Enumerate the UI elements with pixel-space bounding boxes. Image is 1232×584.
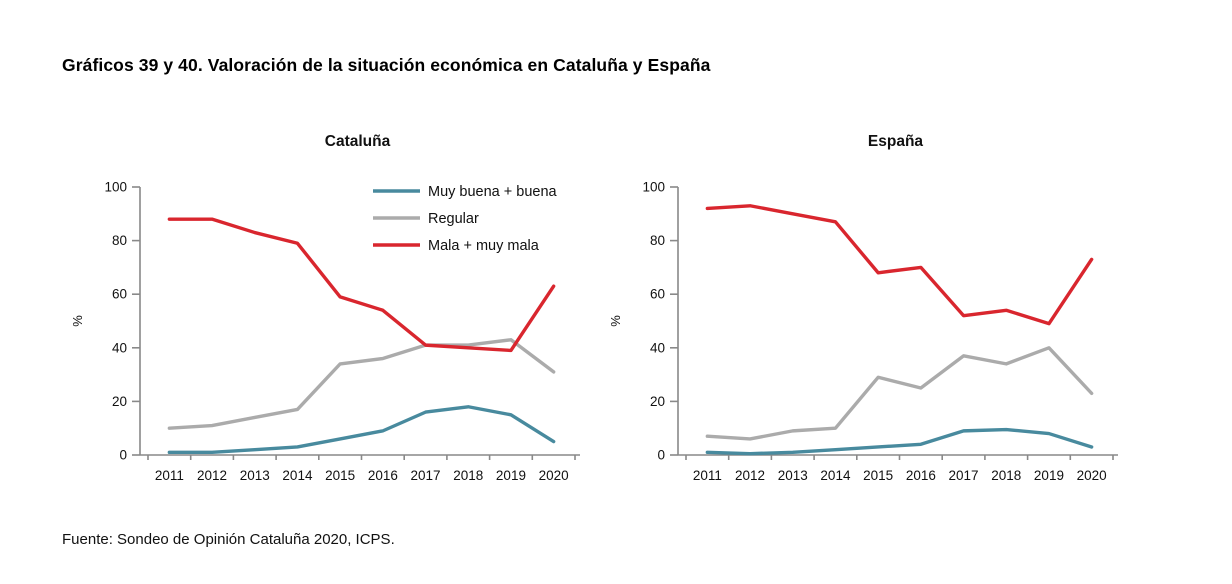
series-line-mala-muy-mala bbox=[167, 217, 556, 353]
legend: Muy buena + buena Regular Mala + muy mala bbox=[373, 184, 558, 254]
source-note: Fuente: Sondeo de Opinión Cataluña 2020,… bbox=[62, 531, 395, 548]
x-tick-label: 2020 bbox=[1077, 468, 1107, 483]
chart-title: España bbox=[868, 133, 924, 150]
chart-title: Cataluña bbox=[325, 133, 391, 150]
y-tick-label: 20 bbox=[112, 394, 127, 409]
x-tick-label: 2012 bbox=[197, 468, 227, 483]
y-tick-label: 80 bbox=[650, 233, 665, 248]
y-tick-label: 60 bbox=[650, 287, 665, 302]
x-tick-label: 2016 bbox=[368, 468, 398, 483]
x-tick-label: 2018 bbox=[991, 468, 1021, 483]
y-tick-label: 40 bbox=[650, 340, 665, 355]
y-tick-label: 0 bbox=[119, 448, 127, 463]
y-axis-title: % bbox=[608, 315, 623, 327]
x-tick-label: 2012 bbox=[735, 468, 765, 483]
y-axis-title: % bbox=[70, 315, 85, 327]
x-tick-label: 2019 bbox=[1034, 468, 1064, 483]
x-tick-label: 2015 bbox=[863, 468, 893, 483]
y-tick-label: 60 bbox=[112, 287, 127, 302]
y-tick-label: 80 bbox=[112, 233, 127, 248]
y-tick-label: 100 bbox=[104, 180, 127, 195]
chart-espana: España% 0 20 40 60 80 100 2011 2012 2013 2014 2015 2… bbox=[598, 120, 1163, 500]
legend-label-regular: Regular bbox=[428, 211, 479, 227]
plot-catalu-a: Cataluña% 0 20 40 60 80 100 2011 2012 2013 2014 201… bbox=[70, 133, 580, 483]
x-tick-label: 2018 bbox=[453, 468, 483, 483]
x-tick-label: 2019 bbox=[496, 468, 526, 483]
y-tick-label: 100 bbox=[642, 180, 665, 195]
x-tick-label: 2013 bbox=[240, 468, 270, 483]
x-tick-label: 2015 bbox=[325, 468, 355, 483]
x-tick-label: 2017 bbox=[949, 468, 979, 483]
plot-espa-a: España% 0 20 40 60 80 100 2011 2012 2013 2014 2015 2… bbox=[608, 133, 1118, 483]
page-title: Gráficos 39 y 40. Valoración de la situa… bbox=[62, 55, 711, 75]
x-tick-label: 2011 bbox=[155, 468, 184, 483]
x-tick-label: 2014 bbox=[282, 468, 313, 483]
chart-cataluna: Cataluña% 0 20 40 60 80 100 2011 2012 2013 2014 201… bbox=[60, 120, 625, 500]
series-line-mala-muy-mala bbox=[705, 204, 1094, 326]
x-tick-label: 2014 bbox=[820, 468, 851, 483]
legend-label-mala-muy-mala: Mala + muy mala bbox=[428, 238, 540, 254]
x-tick-label: 2013 bbox=[778, 468, 808, 483]
x-tick-label: 2020 bbox=[539, 468, 569, 483]
series-line-muy-buena-buena bbox=[705, 427, 1094, 456]
x-tick-label: 2016 bbox=[906, 468, 936, 483]
y-tick-label: 0 bbox=[657, 448, 665, 463]
y-tick-label: 20 bbox=[650, 394, 665, 409]
y-tick-label: 40 bbox=[112, 340, 127, 355]
x-tick-label: 2017 bbox=[411, 468, 441, 483]
legend-label-muy-buena-buena: Muy buena + buena bbox=[428, 184, 558, 200]
series-line-muy-buena-buena bbox=[167, 405, 556, 455]
series-line-regular bbox=[705, 346, 1094, 441]
series-line-regular bbox=[167, 338, 556, 430]
x-tick-label: 2011 bbox=[693, 468, 722, 483]
